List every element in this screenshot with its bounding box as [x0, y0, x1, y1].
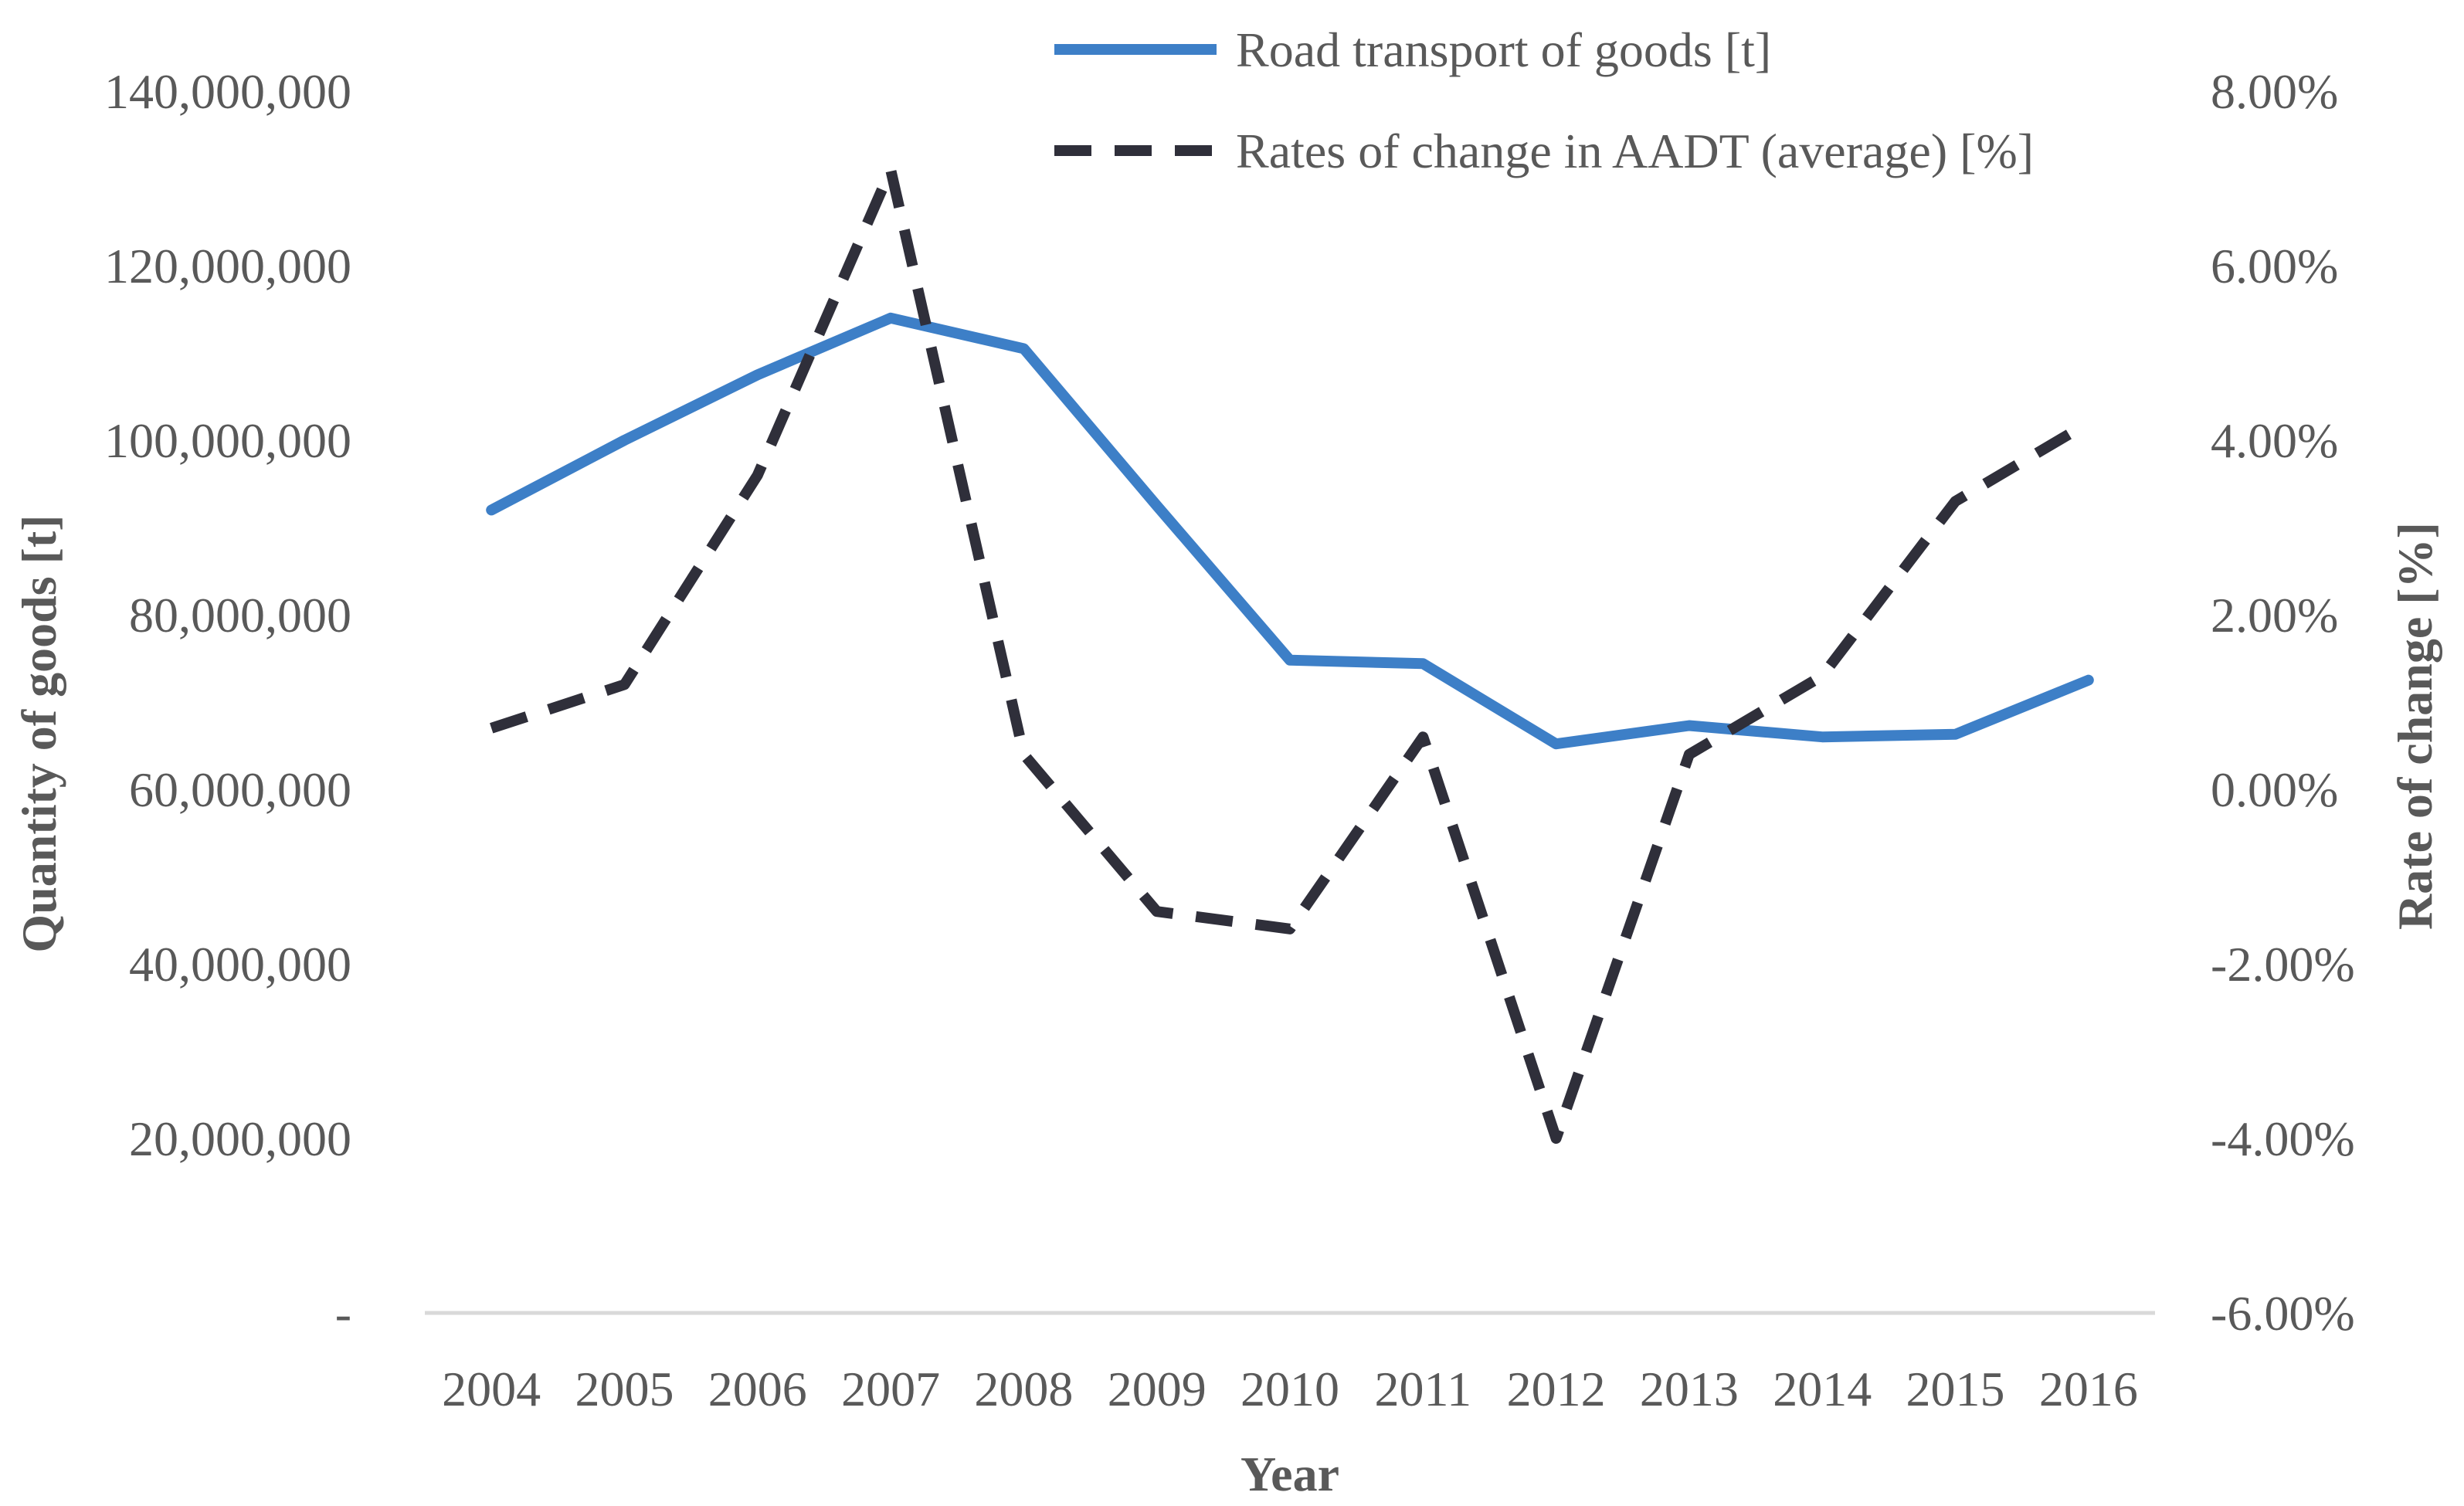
right-y-tick-label: 4.00% [2211, 413, 2338, 468]
right-y-tick-label: 6.00% [2211, 239, 2338, 293]
right-y-tick-label: 2.00% [2211, 588, 2338, 643]
x-tick-label: 2012 [1507, 1362, 1606, 1416]
right-y-tick-label: 0.00% [2211, 762, 2338, 817]
right-y-tick-label: 8.00% [2211, 64, 2338, 119]
x-tick-label: 2008 [974, 1362, 1073, 1416]
legend-label-road-transport: Road transport of goods [t] [1236, 22, 1771, 77]
data-point-aadt-rate [1023, 754, 1024, 755]
x-tick-label: 2011 [1374, 1362, 1471, 1416]
series-line-aadt-rate [490, 164, 2092, 1144]
left-y-tick-label: 20,000,000 [129, 1111, 351, 1166]
x-tick-label: 2014 [1773, 1362, 1872, 1416]
left-y-tick-label: 80,000,000 [129, 588, 351, 643]
right-y-axis-title: Rate of change [%] [2388, 522, 2442, 930]
right-y-axis-ticks: -6.00% -4.00% -2.00% 0.00% 2.00% 4.00% 6.00% 8.… [2211, 64, 2355, 1341]
x-tick-label: 2006 [708, 1362, 807, 1416]
right-y-tick-label: -4.00% [2211, 1111, 2355, 1166]
x-tick-label: 2015 [1906, 1362, 2005, 1416]
x-tick-label: 2016 [2039, 1362, 2138, 1416]
legend: Road transport of goods [t] Rates of cha… [1054, 22, 2034, 178]
legend-label-aadt-rate: Rates of change in AADT (average) [%] [1236, 124, 2034, 178]
series-layer [486, 164, 2094, 1144]
right-y-tick-label: -6.00% [2211, 1286, 2355, 1341]
left-y-axis-ticks: - 20,000,000 40,000,000 60,000,000 80,000,00… [104, 64, 351, 1341]
x-tick-label: 2009 [1108, 1362, 1207, 1416]
left-y-tick-label: 40,000,000 [129, 937, 351, 992]
left-y-tick-label: 140,000,000 [104, 64, 351, 119]
left-y-tick-label: 60,000,000 [129, 762, 351, 817]
x-tick-label: 2004 [442, 1362, 541, 1416]
x-tick-label: 2010 [1240, 1362, 1339, 1416]
data-point-aadt-rate [1822, 676, 1823, 677]
x-tick-label: 2007 [841, 1362, 940, 1416]
left-y-tick-label: - [335, 1286, 351, 1341]
x-tick-label: 2005 [575, 1362, 674, 1416]
series-line-road-transport [486, 312, 2094, 750]
right-y-tick-label: -2.00% [2211, 937, 2355, 992]
x-axis-ticks: 2004 2005 2006 2007 2008 2009 2010 2011 2012 2013… [442, 1362, 2138, 1416]
x-axis-title: Year [1240, 1447, 1339, 1501]
left-y-tick-label: 120,000,000 [104, 239, 351, 293]
left-y-axis-title: Quantity of goods [t] [12, 514, 66, 952]
x-tick-label: 2013 [1640, 1362, 1739, 1416]
left-y-tick-label: 100,000,000 [104, 413, 351, 468]
data-point-aadt-rate [2088, 422, 2089, 423]
